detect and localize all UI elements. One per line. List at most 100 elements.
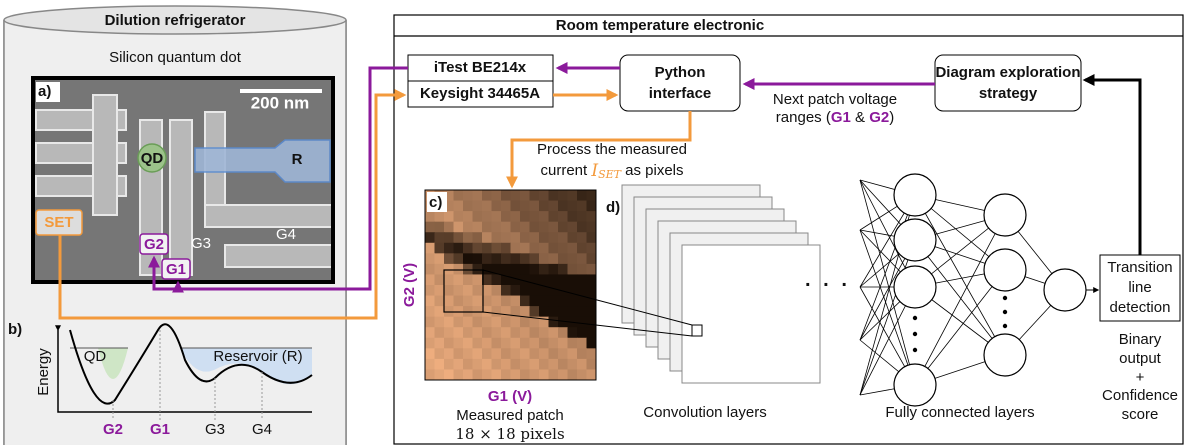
pixel: [549, 222, 559, 233]
result-label: +: [1136, 369, 1145, 386]
neuron: [894, 219, 936, 261]
pixel: [530, 296, 540, 307]
pixel: [520, 232, 530, 243]
pixel: [454, 285, 464, 296]
neuron: [1044, 269, 1086, 311]
pixel: [492, 338, 502, 349]
keysight-label: Keysight 34465A: [420, 85, 540, 102]
pixel: [501, 264, 511, 275]
pixel: [444, 369, 454, 380]
pixel: [501, 369, 511, 380]
panel-label: a): [38, 83, 51, 100]
pixel: [587, 264, 597, 275]
pixel: [568, 338, 578, 349]
pixel: [511, 253, 521, 264]
pixel: [539, 359, 549, 370]
pixel: [463, 211, 473, 222]
pixel: [511, 232, 521, 243]
pixel: [463, 253, 473, 264]
pixel: [435, 243, 445, 254]
gate-label: G2: [103, 421, 123, 438]
pixel: [454, 369, 464, 380]
pixel: [530, 232, 540, 243]
pixel: [558, 317, 568, 328]
pixel: [558, 243, 568, 254]
pixel: [568, 359, 578, 370]
pixel: [558, 222, 568, 233]
pixel: [530, 306, 540, 317]
next-patch-text: Next patch voltage: [773, 91, 897, 108]
pixel: [435, 222, 445, 233]
pixel: [587, 253, 597, 264]
caption: Measured patch: [456, 407, 564, 424]
next-patch-text: ranges (G1 & G2): [776, 109, 894, 126]
pixel: [577, 211, 587, 222]
g3-label: G3: [191, 235, 211, 252]
gate-label: G4: [252, 421, 272, 438]
pixel: [558, 190, 568, 201]
pixel: [473, 201, 483, 212]
pixel: [568, 327, 578, 338]
pixel: [520, 348, 530, 359]
g4-label: G4: [276, 226, 296, 243]
pixel: [558, 253, 568, 264]
pixel: [473, 296, 483, 307]
pixel: [587, 243, 597, 254]
pixel: [511, 264, 521, 275]
pixel: [577, 306, 587, 317]
pixel: [558, 264, 568, 275]
pixel: [530, 190, 540, 201]
pixel: [558, 359, 568, 370]
strategy-label: Diagram exploration: [935, 64, 1080, 81]
pixel: [473, 369, 483, 380]
pixel: [520, 264, 530, 275]
result-label: Binary: [1119, 331, 1162, 348]
pixel: [549, 285, 559, 296]
pixel: [425, 338, 435, 349]
pixel: [530, 327, 540, 338]
pixel: [530, 253, 540, 264]
pixel: [568, 369, 578, 380]
pixel: [492, 296, 502, 307]
pixel: [425, 369, 435, 380]
pixel: [482, 232, 492, 243]
pixel: [587, 369, 597, 380]
pixel: [511, 327, 521, 338]
pixel: [501, 201, 511, 212]
pixel: [577, 369, 587, 380]
pixel: [454, 296, 464, 307]
pixel: [511, 338, 521, 349]
pixel: [568, 296, 578, 307]
pixel: [482, 338, 492, 349]
itest-label: iTest BE214x: [434, 59, 527, 76]
pixel: [454, 317, 464, 328]
pixel: [539, 211, 549, 222]
qd-label: QD: [141, 150, 164, 167]
pixel: [473, 253, 483, 264]
pixel: [501, 348, 511, 359]
pixel: [520, 317, 530, 328]
pixel: [425, 348, 435, 359]
pixel: [463, 296, 473, 307]
pixel: [539, 274, 549, 285]
pixel: [435, 327, 445, 338]
pixel: [568, 232, 578, 243]
dot: [913, 348, 917, 352]
scale-bar-label: 200 nm: [251, 93, 310, 112]
pixel: [435, 296, 445, 307]
pixel: [435, 253, 445, 264]
pixel: [444, 296, 454, 307]
feature-map: [682, 245, 820, 383]
pixel: [577, 190, 587, 201]
pixel: [558, 338, 568, 349]
pixel: [539, 264, 549, 275]
pixel: [511, 285, 521, 296]
qd-region-label: QD: [84, 348, 107, 365]
pixel: [444, 327, 454, 338]
pixel: [473, 211, 483, 222]
pixel: [463, 327, 473, 338]
pixel: [511, 359, 521, 370]
pixel: [539, 201, 549, 212]
pixel: [587, 285, 597, 296]
neuron: [894, 174, 936, 216]
